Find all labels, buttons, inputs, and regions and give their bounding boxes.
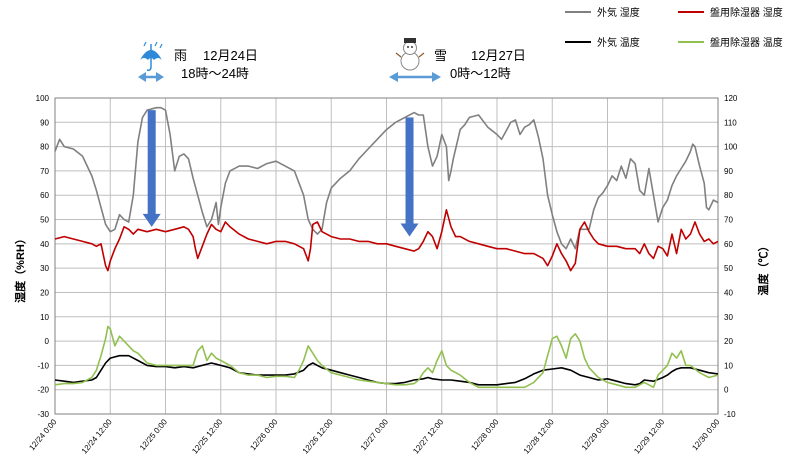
y-tick-label-right: -10 [724,410,736,419]
x-tick-label: 12/30 0:00 [690,417,722,452]
y-tick-label-right: 50 [724,264,733,273]
legend: 外気 湿度 盤用除湿器 湿度 外気 温度 盤用除湿器 温度 [565,6,783,49]
y-tick-label-left: 60 [40,191,49,200]
snow-label-date: 12月27日 [471,48,526,63]
snow-annotation: 雪 12月27日 0時～12時 [389,38,526,82]
snowman-icon [395,38,425,71]
umbrella-rain-icon [140,41,163,71]
x-tick-label: 12/24 12:00 [80,417,114,456]
y-tick-label-left: 30 [40,264,49,273]
y-tick-label-left: 40 [40,240,49,249]
snow-label-time: 0時～12時 [450,66,511,81]
x-tick-label: 12/25 0:00 [138,417,170,452]
snow-range-arrow [389,72,441,82]
y-tick-label-right: 10 [724,361,733,370]
x-tick-label: 12/27 12:00 [411,417,445,456]
x-tick-label: 12/26 12:00 [301,417,335,456]
tick-labels: -30 -20 -10 0 10 20 30 40 50 60 70 80 90 100 -10 0 10 20 3… [27,94,738,456]
x-tick-label: 12/28 12:00 [522,417,556,456]
legend-label: 外気 温度 [597,36,640,49]
y-tick-label-left: 70 [40,167,49,176]
snow-label-name: 雪 [434,48,447,63]
x-tick-label: 12/27 0:00 [359,417,391,452]
legend-item-cabinet-humidity: 盤用除湿器 湿度 [678,6,783,19]
x-tick-label: 12/29 12:00 [632,417,666,456]
y-tick-label-left: 0 [45,337,50,346]
y-tick-label-right: 40 [724,288,733,297]
y-tick-label-right: 120 [724,94,738,103]
rain-label-time: 18時～24時 [181,66,249,81]
y-tick-label-right: 60 [724,240,733,249]
rain-down-arrow [142,110,161,227]
y-tick-label-left: 90 [40,118,49,127]
y-tick-label-left: 20 [40,288,49,297]
y-tick-label-left: 80 [40,143,49,152]
y-tick-label-left: -30 [37,410,49,419]
x-tick-label: 12/24 0:00 [27,417,59,452]
x-tick-label: 12/28 0:00 [469,417,501,452]
series-line-outdoor-humidity [54,106,719,250]
y-tick-label-right: 0 [724,386,729,395]
snow-down-arrow [400,117,419,237]
legend-item-cabinet-temp: 盤用除湿器 温度 [678,36,783,49]
y-tick-label-left: 50 [40,216,49,225]
rain-label-name: 雨 [174,48,187,63]
y-axis-left-label: 湿度（%RH） [13,233,27,303]
x-tick-label: 12/25 12:00 [190,417,224,456]
y-tick-label-right: 90 [724,167,733,176]
y-tick-label-right: 80 [724,191,733,200]
y-tick-label-left: -10 [37,361,49,370]
y-tick-label-left: 100 [36,94,50,103]
y-tick-label-right: 110 [724,118,737,127]
legend-item-outdoor-temp: 外気 温度 [565,36,640,49]
axes [54,97,719,415]
plot-frame [54,97,719,415]
y-tick-label-right: 70 [724,216,733,225]
legend-label: 盤用除湿器 湿度 [710,6,783,19]
series-lines [54,106,719,389]
rain-annotation: 雨 12月24日 18時～24時 [138,41,258,82]
y-tick-label-right: 100 [724,143,738,152]
series-line-cabinet-humidity [54,209,719,272]
y-axis-right-label: 温度（℃） [756,241,770,296]
y-tick-label-right: 20 [724,337,733,346]
rain-range-arrow [138,72,164,82]
y-tick-label-right: 30 [724,313,733,322]
series-line-cabinet-temp [54,325,719,389]
annotation-arrows [142,110,419,237]
rain-label-date: 12月24日 [203,48,258,63]
legend-item-outdoor-humidity: 外気 湿度 [565,6,640,19]
y-tick-label-left: 10 [40,313,49,322]
legend-label: 外気 湿度 [597,6,640,19]
legend-label: 盤用除湿器 温度 [710,36,783,49]
x-tick-label: 12/26 0:00 [248,417,280,452]
x-tick-label: 12/29 0:00 [580,417,612,452]
y-tick-label-left: -20 [37,386,49,395]
